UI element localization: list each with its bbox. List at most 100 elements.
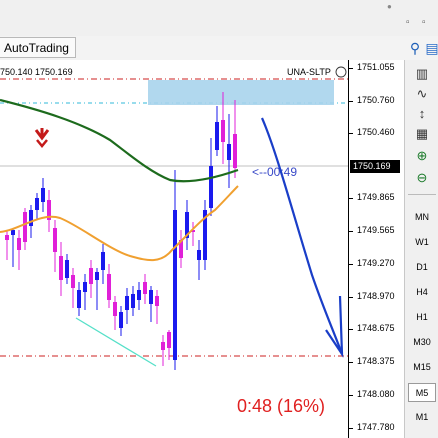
bear-candle xyxy=(59,256,63,280)
axis-tick xyxy=(349,133,353,134)
indicator-label: UNA-SLTP xyxy=(287,67,331,77)
timeframe-h1[interactable]: H1 xyxy=(416,312,428,322)
axis-tick xyxy=(349,101,353,102)
trend-line xyxy=(75,317,157,367)
bear-candle xyxy=(5,235,9,240)
projection-arrow-stroke xyxy=(260,117,344,355)
bull-candle xyxy=(149,290,153,304)
bull-candle xyxy=(209,166,213,208)
timeframe-h4[interactable]: H4 xyxy=(416,287,428,297)
bull-candle xyxy=(77,290,81,308)
bull-candle xyxy=(215,122,219,150)
panel-divider xyxy=(408,194,436,195)
right-toolbar: ▥ ∿ ↕ ▦ ⊕ ⊖ MN W1 D1 H4 H1 M30 M15 M5 M1 xyxy=(404,60,438,438)
bear-candle xyxy=(53,228,57,252)
countdown-arrow-text: <--00:49 xyxy=(252,165,298,179)
slow-moving-average xyxy=(0,98,239,183)
bear-candle xyxy=(221,120,225,142)
axis-price-label: 1748.375 xyxy=(357,356,395,366)
timeframe-m5[interactable]: M5 xyxy=(408,383,436,402)
bear-candle xyxy=(155,296,159,306)
target-zone xyxy=(148,80,334,105)
axis-price-label: 1747.780 xyxy=(357,422,395,432)
terminal-icon[interactable]: ▤ xyxy=(425,40,438,56)
axis-price-label: 1748.675 xyxy=(357,323,395,333)
axis-tick xyxy=(349,198,353,199)
bull-candle xyxy=(119,312,123,328)
bull-candle xyxy=(131,294,135,308)
bull-candle xyxy=(65,260,69,278)
line-chart-icon[interactable]: ∿ xyxy=(416,86,428,101)
axis-tick xyxy=(349,329,353,330)
bull-candle xyxy=(125,296,129,310)
bull-candle xyxy=(203,210,207,260)
bear-candle xyxy=(71,275,75,288)
bear-candle xyxy=(167,332,171,348)
timeframe-mn[interactable]: MN xyxy=(415,212,429,222)
axis-tick xyxy=(349,428,353,429)
price-chart[interactable] xyxy=(0,60,348,438)
bear-candle xyxy=(113,302,117,316)
timeframe-m15[interactable]: M15 xyxy=(413,362,431,372)
search-icon[interactable]: ⚲ xyxy=(409,40,421,56)
bear-candle xyxy=(143,282,147,294)
cursor-icon[interactable]: ↕ xyxy=(418,106,426,121)
axis-tick xyxy=(349,231,353,232)
restore-icon[interactable]: ▫ xyxy=(422,17,426,28)
axis-tick xyxy=(349,395,353,396)
menu-dot-icon: ● xyxy=(387,2,392,11)
bear-candle xyxy=(23,212,27,242)
bull-candle xyxy=(197,250,201,260)
chart-area[interactable]: 750.140 1750.169 UNA-SLTP <--00:49 0:48 … xyxy=(0,60,348,438)
timeframe-d1[interactable]: D1 xyxy=(416,262,428,272)
zoom-in-icon[interactable]: ⊕ xyxy=(416,148,428,163)
bear-candle xyxy=(191,230,195,232)
bear-candle xyxy=(17,238,21,250)
minimize-icon[interactable]: ▫ xyxy=(406,17,410,28)
timeframe-m1[interactable]: M1 xyxy=(415,412,429,422)
autotrading-button[interactable]: AutoTrading xyxy=(0,37,76,58)
bear-candle xyxy=(89,268,93,284)
axis-tick xyxy=(349,68,353,69)
ea-status-icon xyxy=(335,66,347,78)
fast-moving-average xyxy=(0,185,239,262)
bear-candle xyxy=(179,240,183,258)
candle-timer-text: 0:48 (16%) xyxy=(237,396,326,416)
current-price-label: 1750.169 xyxy=(350,160,400,173)
autotrading-label: AutoTrading xyxy=(4,40,69,55)
axis-tick xyxy=(349,297,353,298)
axis-price-label: 1748.080 xyxy=(357,389,395,399)
axis-price-label: 1750.760 xyxy=(357,95,395,105)
axis-price-label: 1749.865 xyxy=(357,192,395,202)
bear-candle xyxy=(233,134,237,168)
axis-price-label: 1749.565 xyxy=(357,225,395,235)
bear-candle xyxy=(161,342,165,350)
projection-arrow-head xyxy=(325,295,344,358)
sell-signal-icon xyxy=(34,128,50,148)
bull-candle xyxy=(35,198,39,210)
timeframe-m30[interactable]: M30 xyxy=(413,337,431,347)
bull-candle xyxy=(185,212,189,238)
bull-candle xyxy=(29,210,33,226)
bull-candle xyxy=(11,230,15,235)
price-axis: 1751.055 1750.760 1750.460 1749.865 1749.565… xyxy=(348,60,405,438)
axis-tick xyxy=(349,362,353,363)
bull-candle xyxy=(101,252,105,270)
bull-candle xyxy=(41,188,45,202)
bull-candle xyxy=(95,272,99,280)
chart-bars-icon[interactable]: ▥ xyxy=(415,66,429,81)
axis-price-label: 1749.270 xyxy=(357,258,395,268)
bear-candle xyxy=(107,274,111,300)
axis-tick xyxy=(349,264,353,265)
window-titlebar: ▫ ▫ ● xyxy=(0,0,438,36)
bull-candle xyxy=(173,210,177,360)
objects-icon[interactable]: ▦ xyxy=(415,126,429,141)
bid-ask-text: 750.140 1750.169 xyxy=(0,67,73,77)
toolbar: AutoTrading ⚲ ▤ xyxy=(0,36,438,61)
timeframe-w1[interactable]: W1 xyxy=(415,237,429,247)
bull-candle xyxy=(227,144,231,160)
bull-candle xyxy=(137,290,141,300)
axis-price-label: 1750.460 xyxy=(357,127,395,137)
axis-price-label: 1748.970 xyxy=(357,291,395,301)
zoom-out-icon[interactable]: ⊖ xyxy=(416,170,428,185)
